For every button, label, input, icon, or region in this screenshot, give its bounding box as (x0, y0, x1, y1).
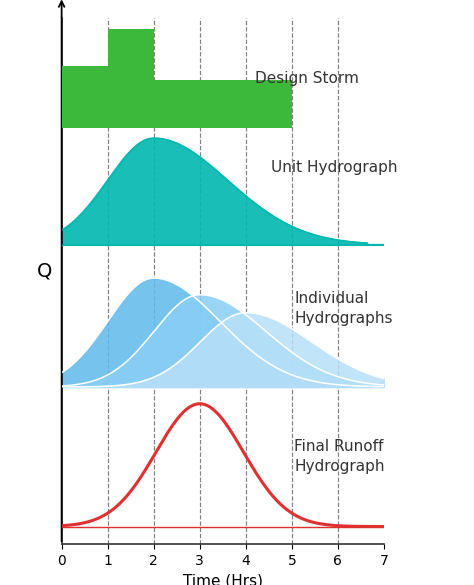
Bar (62, 67, 108, 128)
Bar (154, 80, 292, 128)
Text: Unit Hydrograph: Unit Hydrograph (271, 160, 398, 174)
X-axis label: Time (Hrs): Time (Hrs) (183, 573, 263, 585)
Text: Final Runoff
Hydrograph: Final Runoff Hydrograph (294, 439, 384, 474)
Y-axis label: Q: Q (37, 262, 53, 281)
Bar (108, 29, 154, 128)
Text: Individual
Hydrographs: Individual Hydrographs (294, 291, 392, 326)
Text: Design Storm: Design Storm (255, 71, 359, 86)
